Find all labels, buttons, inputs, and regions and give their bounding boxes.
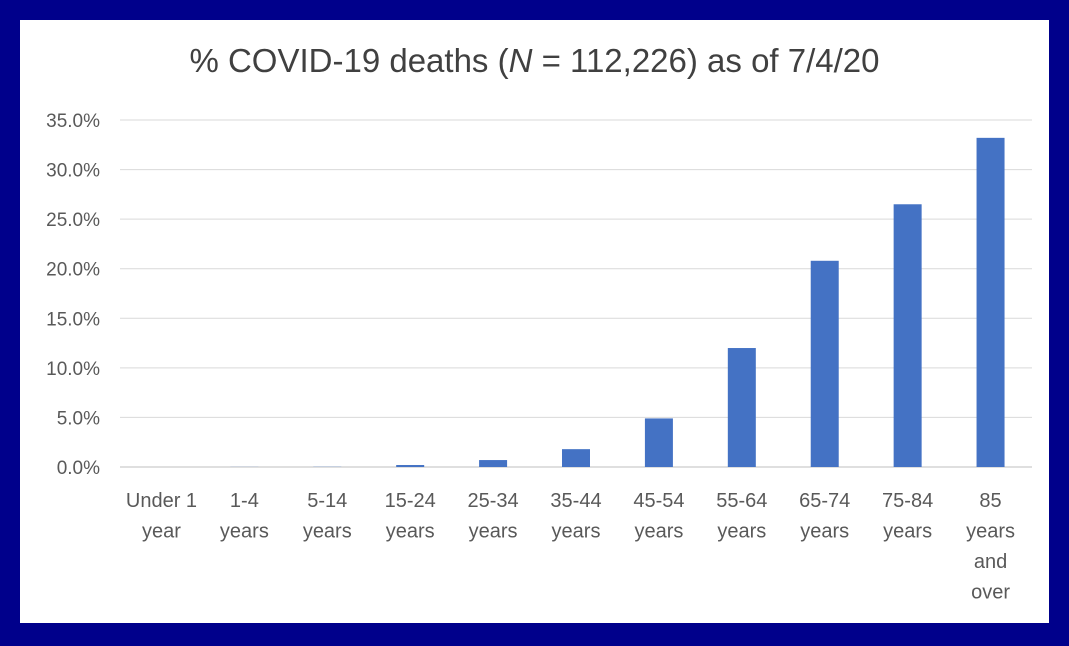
x-category-label: 45-54 years: [633, 490, 684, 543]
chart-title: % COVID-19 deaths (N = 112,226) as of 7/…: [0, 42, 1069, 80]
y-tick-label: 25.0%: [46, 210, 100, 231]
title-suffix: = 112,226) as of 7/4/20: [532, 42, 880, 79]
bar: [479, 460, 508, 467]
x-category-label: 65-74 years: [799, 490, 850, 543]
x-category-label: 85 years and over: [966, 490, 1015, 604]
x-category-label: 35-44 years: [550, 490, 601, 543]
x-category-label: 75-84 years: [882, 490, 933, 543]
x-category-label: 1-4 years: [220, 490, 269, 543]
bar: [727, 348, 756, 467]
x-category-label: 15-24 years: [385, 490, 436, 543]
x-category-label: 55-64 years: [716, 490, 767, 543]
bar: [976, 137, 1005, 468]
bar: [893, 204, 922, 467]
y-tick-label: 20.0%: [46, 260, 100, 281]
x-category-label: 5-14 years: [303, 490, 352, 543]
y-tick-label: 30.0%: [46, 161, 100, 182]
title-italic-n: N: [508, 42, 533, 79]
y-tick-label: 35.0%: [46, 111, 100, 132]
bar: [644, 418, 673, 467]
bar: [810, 260, 839, 467]
x-category-label: 25-34 years: [468, 490, 519, 543]
bar: [396, 465, 425, 467]
bar: [562, 449, 590, 467]
y-tick-label: 15.0%: [46, 309, 100, 330]
y-tick-label: 10.0%: [46, 359, 100, 380]
title-prefix: % COVID-19 deaths (: [189, 42, 509, 79]
y-tick-label: 0.0%: [57, 458, 100, 479]
x-category-label: Under 1 year: [126, 490, 197, 543]
y-tick-label: 5.0%: [57, 408, 100, 429]
